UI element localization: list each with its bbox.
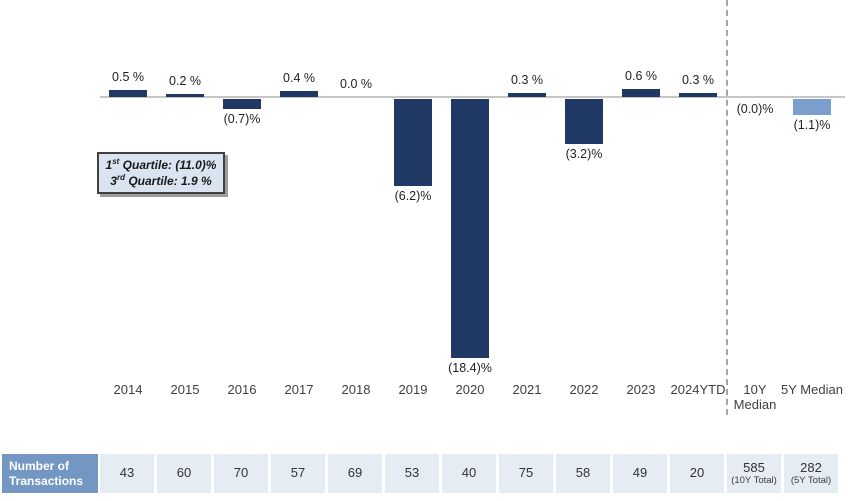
table-cell-10: 20 [670,454,724,493]
bar-2016 [223,99,261,109]
bar-5y-median [793,99,831,115]
table-cell-7: 75 [499,454,553,493]
bar-value-label-2014: 0.5 % [112,70,144,84]
x-axis-label-2023: 2023 [626,382,656,397]
bar-value-label-2019: (6.2)% [394,189,432,203]
bar-2019 [394,99,432,186]
bar-2023 [622,89,660,97]
table-cell-value: 53 [404,465,420,481]
table-cell-6: 40 [442,454,496,493]
table-cell-value: 20 [689,465,705,481]
bar-2017 [280,91,318,97]
quartile-line-1: 1st Quartile: (11.0)% [105,156,217,172]
table-cell-4: 69 [328,454,382,493]
table-cell-value: 58 [575,465,591,481]
x-axis-label-2022: 2022 [569,382,599,397]
bar-value-label-2023: 0.6 % [625,69,657,83]
table-cell-value: 75 [518,465,534,481]
x-axis-line [100,96,845,98]
x-axis-label-2020: 2020 [455,382,485,397]
median-section-divider-dashed-line [726,0,728,415]
bar-value-label-10y-median: (0.0)% [736,102,774,116]
table-cell-1: 60 [157,454,211,493]
bar-value-label-2024ytd: 0.3 % [682,73,714,87]
table-cell-value: 60 [176,465,192,481]
bar-value-label-5y-median: (1.1)% [793,118,831,132]
table-cell-12: 282 (5Y Total) [784,454,838,493]
table-cell-5: 53 [385,454,439,493]
table-cell-8: 58 [556,454,610,493]
table-cell-value: 57 [290,465,306,481]
x-axis-label-2019: 2019 [398,382,428,397]
x-axis-label-2024ytd: 2024YTD [670,382,726,397]
x-axis-label-2014: 2014 [113,382,143,397]
table-cell-value: 40 [461,465,477,481]
bar-value-label-2017: 0.4 % [283,71,315,85]
table-cell-value: 70 [233,465,249,481]
table-cell-subtext: (5Y Total) [790,474,832,486]
quartile-annotation-box: 1st Quartile: (11.0)% 3rd Quartile: 1.9 … [97,152,225,194]
bar-value-label-2016: (0.7)% [223,112,261,126]
table-cell-value: 69 [347,465,363,481]
bar-value-label-2021: 0.3 % [511,73,543,87]
table-cell-0: 43 [100,454,154,493]
table-header-number-of-transactions: Number of Transactions [2,454,98,493]
x-axis-label-2017: 2017 [284,382,314,397]
table-cell-value: 585 [743,459,765,475]
x-axis-label-2015: 2015 [170,382,200,397]
x-axis-label-2016: 2016 [227,382,257,397]
table-cell-2: 70 [214,454,268,493]
table-cell-subtext: (10Y Total) [731,474,777,486]
bar-2021 [508,93,546,97]
bar-2014 [109,90,147,97]
x-axis-label-10y-median: 10Y Median [733,382,777,412]
table-cell-3: 57 [271,454,325,493]
bar-value-label-2022: (3.2)% [565,147,603,161]
table-cell-value: 43 [119,465,135,481]
bar-2015 [166,94,204,97]
table-cell-value: 282 [800,459,822,475]
x-axis-label-2018: 2018 [341,382,371,397]
x-axis-label-5y-median: 5Y Median [781,382,843,397]
bar-2024ytd [679,93,717,97]
table-cell-value: 49 [632,465,648,481]
x-axis-label-2021: 2021 [512,382,542,397]
bar-value-label-2018: 0.0 % [340,77,372,91]
bar-2020 [451,99,489,358]
table-cell-11: 585 (10Y Total) [727,454,781,493]
bar-value-label-2020: (18.4)% [448,361,492,375]
table-cell-9: 49 [613,454,667,493]
bar-value-label-2015: 0.2 % [169,74,201,88]
bar-2022 [565,99,603,144]
quartile-line-2: 3rd Quartile: 1.9 % [110,173,212,188]
